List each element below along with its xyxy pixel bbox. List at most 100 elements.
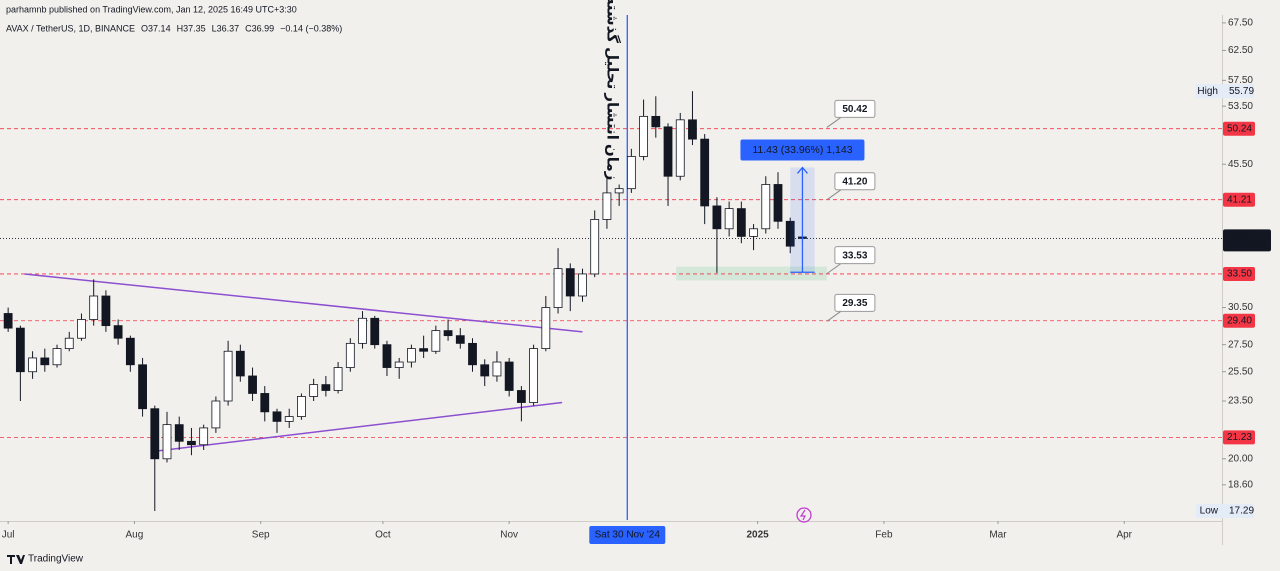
x-tick-label: Oct bbox=[375, 530, 391, 541]
header-item: L36.37 bbox=[212, 23, 240, 33]
zone bbox=[676, 266, 827, 281]
candle-body bbox=[614, 188, 624, 194]
candle-body bbox=[675, 119, 685, 177]
candle-body bbox=[626, 156, 636, 190]
callout-pointer bbox=[826, 189, 842, 201]
y-tick-label: 30.50 bbox=[1228, 302, 1253, 313]
header-item: C36.99 bbox=[245, 23, 274, 33]
candle-body bbox=[663, 126, 673, 177]
y-tick-label: 20.00 bbox=[1228, 453, 1253, 464]
candle-body bbox=[688, 119, 697, 140]
candle-body bbox=[284, 416, 294, 422]
candle-body bbox=[749, 228, 758, 237]
x-tick-label: Sep bbox=[252, 530, 270, 541]
candle-body bbox=[553, 268, 563, 308]
candle-body bbox=[235, 350, 245, 377]
candle-body bbox=[77, 319, 86, 339]
y-tick-label: 23.50 bbox=[1228, 396, 1253, 407]
trendline bbox=[24, 273, 583, 333]
candle-body bbox=[248, 375, 257, 394]
x-tick-label: Mar bbox=[989, 530, 1007, 541]
symbol-line: AVAX / TetherUS, 1D, BINANCE O37.14 H37.35… bbox=[6, 23, 342, 33]
candle-body bbox=[492, 361, 502, 377]
candle-body bbox=[468, 342, 477, 366]
candle-body bbox=[480, 364, 490, 377]
x-tick-label: Feb bbox=[875, 530, 893, 541]
candle-body bbox=[431, 330, 441, 352]
high-label-text: High bbox=[1197, 86, 1218, 97]
candle-body bbox=[345, 342, 355, 368]
header-item: AVAX / TetherUS, 1D, BINANCE bbox=[6, 23, 135, 33]
candle-body bbox=[40, 357, 50, 366]
candle-body bbox=[724, 208, 734, 230]
candle-body bbox=[761, 184, 771, 230]
candle-body bbox=[138, 364, 147, 410]
event-label-bg bbox=[589, 526, 666, 544]
candle-body bbox=[309, 384, 319, 397]
logo bbox=[7, 555, 25, 564]
low-label-text: Low bbox=[1200, 506, 1219, 517]
candle-body bbox=[297, 396, 306, 417]
y-tick-label: 67.50 bbox=[1228, 18, 1253, 29]
candle-body bbox=[199, 427, 209, 446]
low-label-bg bbox=[1196, 503, 1254, 518]
candle-body bbox=[52, 348, 62, 366]
callout-pointer bbox=[826, 263, 842, 275]
header-item: H37.35 bbox=[177, 23, 206, 33]
candle-body bbox=[162, 424, 172, 460]
candle-body bbox=[504, 361, 514, 391]
publisher: parhamnb published on TradingView.com, J… bbox=[6, 4, 297, 14]
alert-icon-bolt bbox=[799, 509, 806, 521]
level-label-bg bbox=[1223, 266, 1255, 281]
y-tick-label: 45.50 bbox=[1228, 159, 1253, 170]
event-label: Sat 30 Nov '24 bbox=[595, 530, 661, 541]
alert-icon[interactable] bbox=[796, 507, 812, 523]
candle-body bbox=[28, 357, 37, 373]
candle-body bbox=[150, 408, 160, 460]
callout-box bbox=[834, 99, 876, 118]
countdown: 10:40:23 bbox=[1228, 240, 1267, 251]
candle-body bbox=[651, 115, 661, 128]
x-tick-label: Nov bbox=[500, 530, 518, 541]
callout-box bbox=[834, 172, 876, 191]
candle-body bbox=[113, 325, 123, 339]
low-label-value: 17.29 bbox=[1229, 506, 1254, 517]
callout-pointer bbox=[826, 117, 842, 128]
candle-body bbox=[407, 348, 416, 363]
current-price-bg bbox=[1223, 229, 1271, 252]
candle-body bbox=[382, 344, 392, 368]
footer-brand: TradingView bbox=[28, 554, 84, 565]
level-label-bg bbox=[1223, 430, 1255, 445]
candle-body bbox=[101, 295, 111, 327]
callout-pointer bbox=[826, 310, 842, 322]
candle-body bbox=[125, 337, 135, 366]
candle-body bbox=[370, 317, 380, 346]
level-label: 50.24 bbox=[1227, 123, 1252, 134]
candle-body bbox=[700, 138, 710, 207]
candle-body bbox=[174, 424, 184, 442]
header-item: −0.14 (−0.38%) bbox=[280, 23, 342, 33]
level-label-bg bbox=[1223, 313, 1255, 328]
header-item: O37.14 bbox=[141, 23, 171, 33]
callout-label: 41.20 bbox=[842, 176, 867, 187]
callout-label: 33.53 bbox=[842, 250, 867, 261]
candle-body bbox=[541, 307, 551, 350]
callout-box bbox=[834, 246, 876, 265]
x-tick-label: 2025 bbox=[747, 530, 770, 541]
candle-body bbox=[516, 390, 526, 403]
candle-body bbox=[333, 367, 343, 391]
measure-label: 11.43 (33.96%) 1,143 bbox=[752, 144, 852, 156]
measure-label-bg bbox=[740, 139, 865, 161]
callout-box bbox=[834, 293, 876, 312]
callout-label: 50.42 bbox=[842, 104, 867, 115]
level-label: 33.50 bbox=[1227, 269, 1252, 280]
candle-body bbox=[785, 220, 795, 247]
candle-body bbox=[89, 295, 99, 320]
candle-body bbox=[443, 330, 453, 337]
y-tick-label: 62.50 bbox=[1228, 45, 1253, 56]
x-tick-label: Aug bbox=[126, 530, 144, 541]
y-tick-label: 25.50 bbox=[1228, 366, 1253, 377]
y-tick-label: 18.60 bbox=[1228, 479, 1253, 490]
